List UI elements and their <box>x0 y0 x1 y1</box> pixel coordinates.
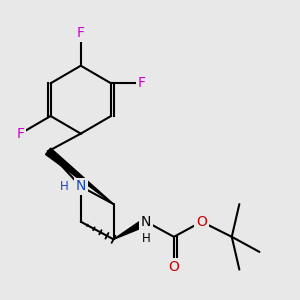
Text: O: O <box>169 260 179 274</box>
Text: F: F <box>137 76 145 90</box>
Text: N: N <box>76 179 86 194</box>
Polygon shape <box>46 148 113 204</box>
Text: O: O <box>196 215 207 229</box>
Text: F: F <box>16 127 24 141</box>
Text: F: F <box>77 26 85 40</box>
Text: H: H <box>60 180 69 193</box>
Polygon shape <box>113 218 148 239</box>
Text: N: N <box>141 215 152 229</box>
Text: H: H <box>142 232 151 244</box>
